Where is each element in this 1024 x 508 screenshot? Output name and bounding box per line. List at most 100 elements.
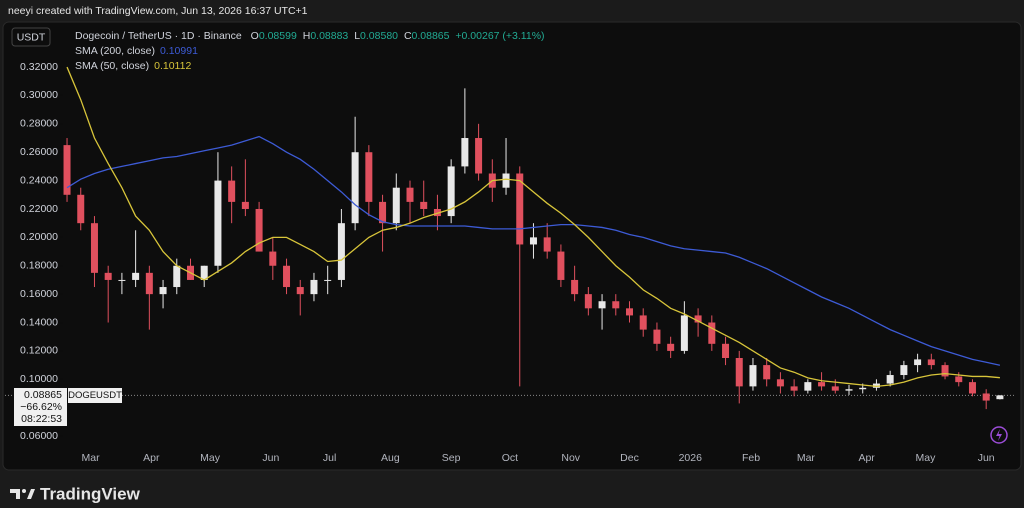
legend-sma: SMA (50, close) 0.10112 <box>75 60 191 72</box>
candle-body <box>845 389 853 391</box>
y-tick-label: 0.22000 <box>20 203 58 215</box>
x-tick-label: Sep <box>442 452 461 464</box>
candle-body <box>818 382 826 387</box>
candle-body <box>900 365 908 376</box>
price: 0.08865 <box>24 389 62 401</box>
legend-sma: SMA (200, close) 0.10991 <box>75 45 198 57</box>
candle-body <box>790 386 798 391</box>
logo-mark <box>10 489 35 499</box>
candle-body <box>955 376 963 383</box>
x-tick-label: Jun <box>262 452 279 464</box>
x-tick-label: May <box>916 452 937 464</box>
x-tick-label: Jul <box>323 452 336 464</box>
legend-main: Dogecoin / TetherUS · 1D · Binance O0.08… <box>75 30 545 42</box>
candle-body <box>639 315 647 330</box>
candle-body <box>337 223 345 280</box>
x-tick-label: Oct <box>502 452 518 464</box>
y-tick-label: 0.18000 <box>20 260 58 272</box>
x-tick-label: Apr <box>143 452 160 464</box>
y-tick-label: 0.10000 <box>20 373 58 385</box>
price-box <box>14 388 67 426</box>
candle-body <box>598 301 606 309</box>
candle-body <box>667 343 675 351</box>
candle-body <box>241 201 249 209</box>
candle-body <box>612 301 620 309</box>
candle-body <box>269 251 277 266</box>
candle-body <box>571 279 579 295</box>
alert-icon[interactable] <box>990 426 1008 444</box>
candle-body <box>653 329 661 344</box>
candle-body <box>145 272 153 295</box>
candle-body <box>475 138 483 174</box>
candle-body <box>351 152 359 224</box>
plot: 0.32000 0.30000 0.28000 0.26000 0.24000 0.220… <box>5 61 1015 469</box>
ohlc-value: 0.08865 <box>412 30 450 42</box>
x-tick-label: Jun <box>978 452 995 464</box>
candle-body <box>214 180 222 266</box>
candle-body <box>584 294 592 309</box>
candle-body <box>200 265 208 280</box>
chart-panel <box>2 21 1022 471</box>
alert-bolt <box>996 429 1002 441</box>
candle-body <box>914 359 922 366</box>
logo-shape <box>27 489 35 499</box>
candle-body <box>996 395 1004 400</box>
candle-body <box>159 287 167 295</box>
sma-line <box>66 135 1001 366</box>
logo-shape <box>10 489 20 499</box>
candle-body <box>680 315 688 351</box>
candle-body <box>447 166 455 217</box>
x-tick-label: 2026 <box>679 452 703 464</box>
candle-body <box>529 237 537 245</box>
credit: neeyi created with TradingView.com, Jun … <box>8 5 308 17</box>
y-tick-label: 0.14000 <box>20 316 58 328</box>
change: +0.00267 (+3.11%) <box>455 30 544 42</box>
x-tick-label: Feb <box>742 452 760 464</box>
x-tick-label: May <box>200 452 221 464</box>
candle-body <box>968 382 976 394</box>
y-tick-label: 0.06000 <box>20 430 58 442</box>
logo-shape <box>22 489 26 493</box>
y-tick-label: 0.30000 <box>20 89 58 101</box>
candle-body <box>118 279 126 281</box>
symbol-box <box>68 388 122 403</box>
candle-body <box>927 359 935 366</box>
candle-body <box>296 287 304 295</box>
legend-value: 0.10991 <box>160 45 198 57</box>
x-tick-label: Aug <box>381 452 400 464</box>
price-label: 0.08865 DOGEUSDT −66.62% 08:22:53 <box>14 388 122 426</box>
candle-body <box>365 152 373 202</box>
candle-body <box>557 251 565 280</box>
ohlc-key: C <box>404 30 412 42</box>
candle-body <box>379 201 387 224</box>
ohlc-value: 0.08580 <box>360 30 398 42</box>
candle-body <box>324 279 332 281</box>
candle-body <box>625 308 633 316</box>
y-tick-label: 0.20000 <box>20 231 58 243</box>
candle-body <box>516 173 524 245</box>
logo-text: TradingView <box>40 484 141 503</box>
price-change: −66.62% <box>20 401 62 413</box>
candle-body <box>63 145 71 195</box>
candle-body <box>173 265 181 288</box>
candle-body <box>694 315 702 323</box>
ohlc-key: H <box>303 30 311 42</box>
candle-body <box>283 265 291 288</box>
y-tick-label: 0.32000 <box>20 61 58 73</box>
ohlc-key: L <box>354 30 360 42</box>
candle-body <box>804 382 812 391</box>
candle-body <box>228 180 236 202</box>
x-tick-label: Nov <box>561 452 580 464</box>
candle-body <box>132 272 140 280</box>
candle-body <box>90 223 98 273</box>
candle-body <box>502 173 510 188</box>
candle-body <box>104 272 112 280</box>
y-tick-label: 0.26000 <box>20 146 58 158</box>
candle-body <box>406 187 414 202</box>
y-tick-label: 0.12000 <box>20 345 58 357</box>
x-tick-label: Apr <box>858 452 875 464</box>
candle-body <box>749 365 757 387</box>
candle-body <box>77 194 85 224</box>
currency-box <box>11 27 51 47</box>
